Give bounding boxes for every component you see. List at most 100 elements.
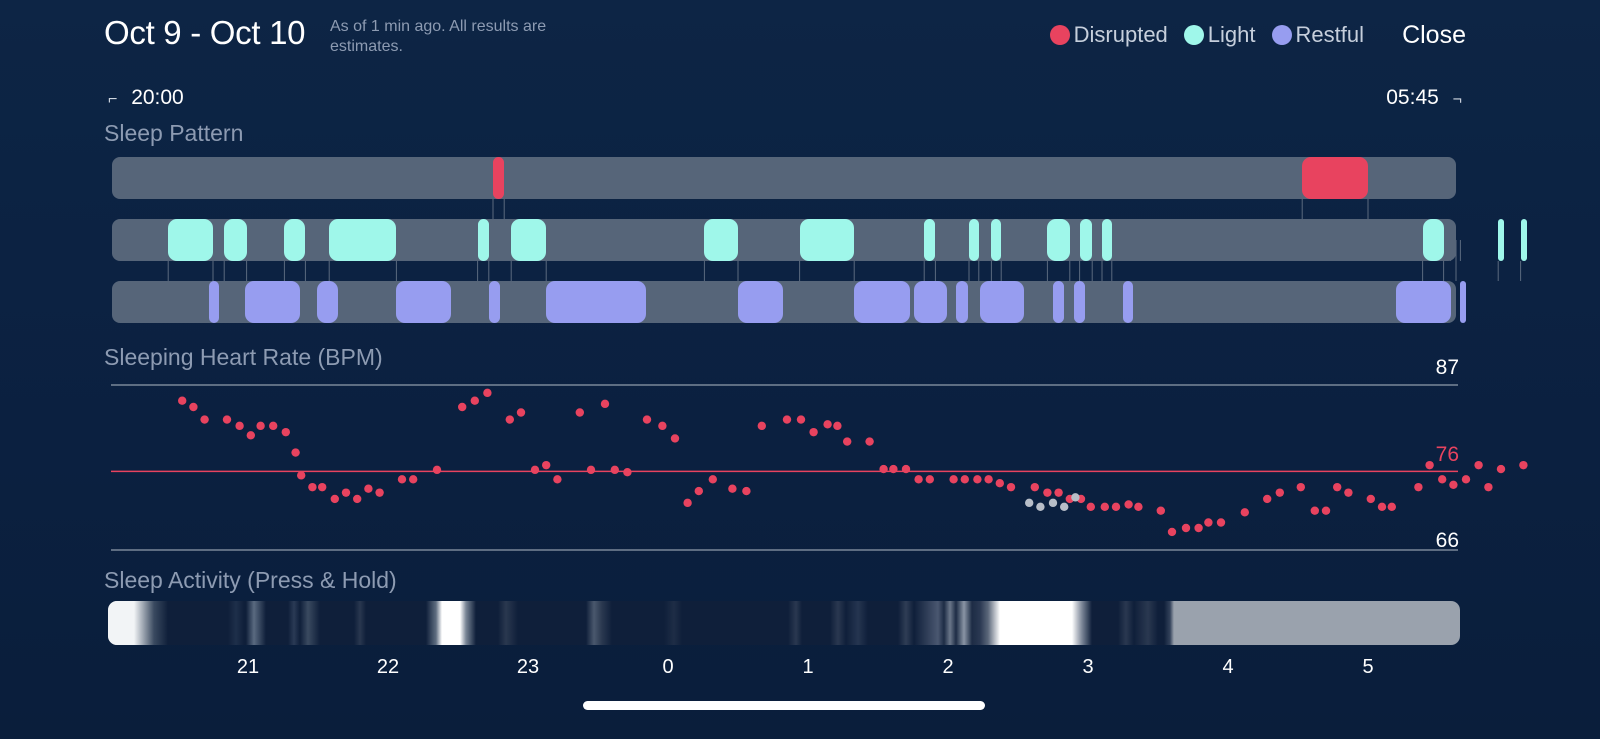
axis-tick-label: 1 [802,656,814,678]
restful-segment [1123,281,1133,323]
restful-segment [854,281,911,323]
hr-point [670,434,680,443]
hr-point [1519,460,1528,470]
hr-point [375,488,384,497]
hr-avg-label: 76 [1435,443,1459,466]
legend-restful: Restful [1271,22,1364,48]
light-segment [799,219,855,261]
hr-point [1296,482,1306,492]
light-segment [329,219,397,261]
hr-point [642,415,652,424]
hr-point [269,421,278,431]
hr-point [291,448,300,457]
hr-point [833,421,842,431]
light-segment [1498,219,1505,261]
light-track[interactable] [112,219,1527,261]
hr-point [600,399,610,409]
sleep-pattern-title: Sleep Pattern [104,120,244,146]
light-segment [1047,219,1070,261]
hr-point [623,468,632,477]
axis-tick-label: 0 [662,656,674,678]
light-segment [1079,219,1093,261]
legend-label: Disrupted [1073,22,1168,47]
light-segment [168,219,213,261]
end-time-label: 05:45 [1386,86,1439,109]
hr-point [1194,523,1203,533]
hr-point [1216,518,1226,527]
light-dot-icon [1183,25,1204,45]
restful-segment [488,281,500,323]
hr-point [432,465,442,475]
hr-point [809,427,818,437]
hr-point-estimated [1071,493,1080,502]
hr-point [1111,502,1121,511]
hr-point [925,475,934,484]
hr-point [1366,494,1376,504]
disrupted-segment [1302,157,1368,199]
hr-point [742,486,751,496]
restful-segment [980,281,1024,323]
hr-point [330,494,339,504]
end-bracket-icon: ¬ [1452,91,1462,108]
disrupted-dot-icon [1049,25,1070,45]
hr-point [189,402,198,412]
hr-point [1043,488,1052,497]
light-segment [1520,219,1527,261]
hr-point [1100,502,1110,511]
hr-point [757,421,766,431]
restful-segment [914,281,947,323]
hr-point [397,475,407,484]
axis-tick-label: 4 [1222,656,1234,678]
hr-point [879,464,888,474]
hr-point [1414,482,1423,492]
hr-min-label: 66 [1435,529,1459,552]
hr-point [1124,500,1133,509]
hr-point [516,408,526,417]
restful-track[interactable] [112,281,1467,323]
sleep-activity-bar[interactable] [108,601,1460,645]
hr-point [1333,482,1342,492]
hr-point [610,465,619,475]
estimate-note: As of 1 min ago. All results are estimat… [330,18,547,55]
hr-point [458,402,467,412]
hr-point [984,475,993,484]
hr-point [1181,523,1191,533]
hr-point [1449,480,1458,489]
restful-segment [1074,281,1086,323]
home-indicator[interactable] [583,701,985,710]
legend: Disrupted Light Restful [1049,22,1364,48]
light-segment [1422,219,1444,261]
hr-point-estimated [1025,498,1034,508]
hr-point [728,484,737,493]
hr-point [1484,482,1493,492]
hr-point [1387,502,1397,511]
heart-rate-chart[interactable] [0,340,1600,570]
hr-point [470,396,479,405]
legend-label: Restful [1295,22,1364,47]
axis-tick-label: 22 [376,656,400,678]
hr-point [796,415,806,424]
start-time-label: 20:00 [131,86,184,109]
hr-point [308,482,317,492]
hr-point [297,471,306,480]
hr-point [1438,475,1447,484]
hr-max-label: 87 [1435,356,1459,379]
light-segment [924,219,936,261]
hr-point [1275,488,1285,497]
hr-point [1425,460,1434,470]
hr-point [1156,506,1166,515]
hr-point [658,421,667,431]
close-button[interactable]: Close [1402,21,1466,49]
hr-point [318,482,327,492]
disrupted-track[interactable] [112,157,1456,199]
hr-point [683,498,692,508]
hr-point [973,475,982,484]
hr-point [542,460,551,470]
hr-point [865,437,874,446]
axis-tick-label: 21 [236,656,260,678]
hr-point [901,464,911,474]
light-segment [511,219,547,261]
hr-point [353,494,362,504]
restful-segment [245,281,300,323]
hr-point [246,431,255,440]
